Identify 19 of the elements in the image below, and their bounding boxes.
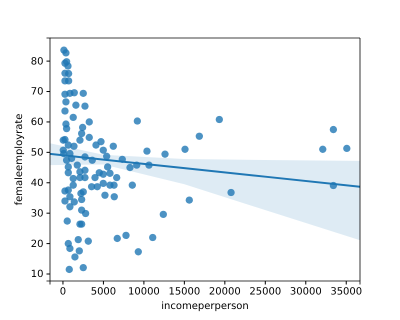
x-tick-label: 10000 [128, 286, 160, 298]
x-tick-label: 0 [60, 286, 66, 298]
y-tick-label: 10 [30, 269, 44, 280]
y-tick-label: 50 [30, 148, 44, 159]
x-tick-label: 15000 [168, 286, 200, 298]
x-tick-label: 20000 [208, 286, 241, 298]
x-tick-label: 25000 [249, 286, 282, 298]
y-tick-label: 20 [30, 238, 44, 250]
y-tick-label: 40 [30, 178, 44, 189]
x-tick-label: 35000 [330, 286, 362, 298]
x-tick-label: 5000 [90, 286, 116, 298]
y-tick-label: 30 [30, 208, 44, 220]
line-series [50, 152, 360, 188]
y-tick-label: 70 [30, 86, 44, 98]
x-tick-label: 30000 [290, 286, 322, 298]
y-tick-label: 60 [30, 117, 44, 128]
x-axis-title: incomeperperson [161, 301, 249, 312]
y-axis-title: femaleemployrate [14, 114, 25, 206]
y-tick-label: 80 [30, 56, 44, 68]
